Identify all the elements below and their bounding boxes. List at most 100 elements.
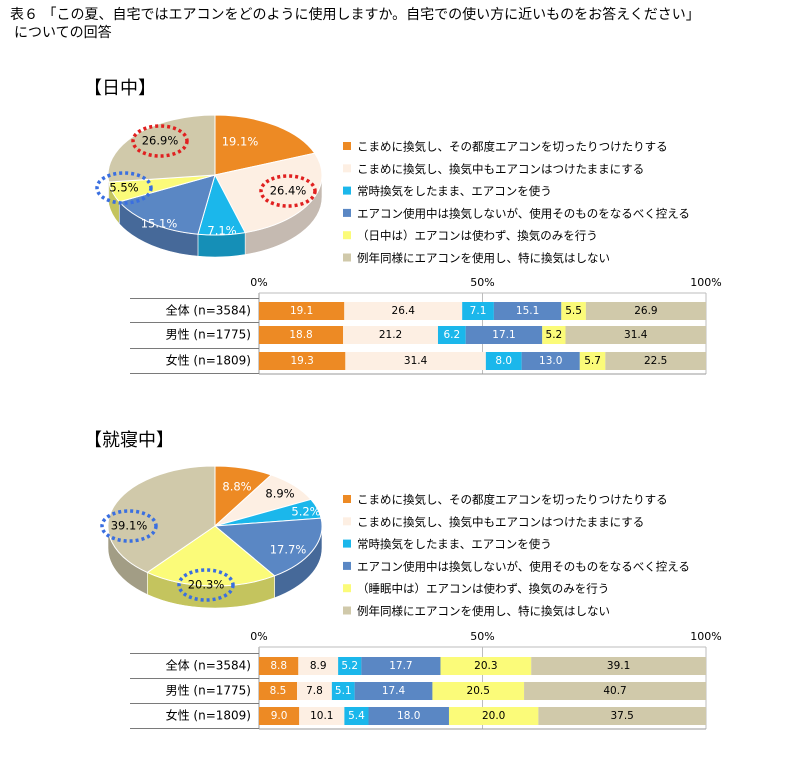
section-heading-daytime: 【日中】: [84, 78, 156, 99]
bar-value-label: 20.0: [482, 710, 505, 722]
legend-item: 例年同様にエアコンを使用し、特に換気はしない: [357, 604, 610, 618]
bar-value-label: 8.0: [495, 355, 512, 367]
pie-slice: [214, 152, 323, 234]
bar-value-label: 5.2: [546, 329, 563, 341]
bar-value-label: 21.2: [379, 329, 402, 341]
bar-segment: [344, 707, 369, 725]
pie-slice-label: 26.9%: [142, 134, 179, 148]
legend-item: エアコン使用中は換気しないが、使用そのものをなるべく控える: [357, 559, 690, 573]
bar-segment: [561, 302, 586, 320]
legend-item: 常時換気をしたまま、エアコンを使う: [357, 537, 552, 551]
bar-value-label: 17.4: [382, 685, 406, 697]
bar-segment: [485, 352, 522, 370]
bar-segment: [259, 352, 346, 370]
bar-segment: [493, 302, 562, 320]
bar-segment: [462, 302, 494, 320]
bar-value-label: 7.8: [306, 685, 323, 697]
legend-item: （睡眠中は）エアコンは使わず、換気のみを行う: [357, 582, 609, 596]
legend-item: こまめに換気し、その都度エアコンを切ったりつけたりする: [357, 140, 668, 154]
pie-slice-label: 8.9%: [265, 487, 294, 501]
bar-segment: [354, 682, 433, 700]
pie-slice-label: 17.7%: [270, 543, 307, 557]
bar-value-label: 22.5: [644, 355, 667, 367]
bar-value-label: 6.2: [443, 329, 460, 341]
legend-swatch: [343, 584, 351, 593]
axis-tick-label: 50%: [470, 276, 494, 289]
legend-item: （日中は）エアコンは使わず、換気のみを行う: [357, 229, 598, 243]
legend-swatch: [343, 495, 351, 503]
pie-slice-label: 5.2%: [291, 505, 320, 519]
bar-segment: [345, 352, 486, 370]
bar-value-label: 17.1: [492, 329, 515, 341]
bar-segment: [437, 326, 466, 344]
bar-segment: [368, 707, 449, 725]
highlight-oval: [177, 568, 235, 602]
bar-value-label: 13.0: [539, 355, 562, 367]
bar-segment: [259, 302, 345, 320]
pie-slice: [146, 525, 276, 587]
bar-value-label: 19.1: [290, 305, 313, 317]
legend-swatch: [343, 186, 351, 195]
row-label: 全体 (n=3584): [166, 658, 251, 673]
legend-item: 例年同様にエアコンを使用し、特に換気はしない: [357, 251, 610, 265]
legend-item: こまめに換気し、換気中もエアコンはつけたままにする: [357, 515, 644, 529]
bar-value-label: 37.5: [610, 710, 633, 722]
bar-value-label: 19.3: [290, 355, 313, 367]
highlight-oval: [259, 174, 317, 208]
bar-segment: [538, 707, 706, 725]
bar-value-label: 5.1: [335, 685, 352, 697]
legend-swatch: [343, 164, 351, 173]
bar-segment: [565, 326, 706, 344]
bar-value-label: 20.5: [467, 685, 490, 697]
legend-swatch: [343, 606, 351, 615]
bar-segment: [361, 657, 441, 675]
bar-value-label: 26.4: [392, 305, 416, 317]
bar-value-label: 39.1: [607, 660, 630, 672]
bar-segment: [343, 326, 438, 344]
page-subtitle: についての回答: [14, 25, 112, 41]
legend-swatch: [343, 517, 351, 526]
bar-value-label: 17.7: [389, 660, 412, 672]
row-label: 男性 (n=1775): [166, 684, 251, 698]
bar-value-label: 18.0: [397, 710, 420, 722]
pie-slice-label: 8.8%: [222, 480, 251, 494]
bar-segment: [259, 657, 299, 675]
bar-segment: [338, 657, 362, 675]
row-label: 男性 (n=1775): [166, 328, 251, 342]
bar-value-label: 40.7: [603, 685, 626, 697]
legend-item: 常時換気をしたまま、エアコンを使う: [357, 184, 552, 198]
bar-segment: [579, 352, 606, 370]
bar-segment: [521, 352, 580, 370]
pie-slice-label: 7.1%: [207, 224, 236, 238]
bar-value-label: 5.4: [348, 710, 365, 722]
bar-value-label: 8.5: [270, 685, 287, 697]
legend-swatch: [343, 561, 351, 570]
bar-segment: [440, 657, 532, 675]
highlight-oval: [100, 509, 158, 543]
bar-segment: [448, 707, 539, 725]
pie-slice-label: 19.1%: [222, 135, 259, 149]
pie-slice: [214, 114, 316, 176]
bar-segment: [524, 682, 706, 700]
bar-value-label: 26.9: [634, 305, 657, 317]
axis-tick-label: 0%: [250, 630, 267, 643]
legend-item: エアコン使用中は換気しないが、使用そのものをなるべく控える: [357, 206, 690, 220]
bar-value-label: 15.1: [516, 305, 539, 317]
bar-value-label: 5.5: [565, 305, 582, 317]
axis-tick-label: 100%: [690, 630, 721, 643]
axis-tick-label: 50%: [470, 630, 494, 643]
bar-value-label: 18.8: [289, 329, 312, 341]
bar-segment: [605, 352, 706, 370]
bar-value-label: 31.4: [624, 329, 648, 341]
row-label: 全体 (n=3584): [166, 303, 251, 318]
bar-segment: [331, 682, 355, 700]
pie-slice: [107, 465, 216, 574]
legend-swatch: [343, 253, 351, 262]
bar-segment: [298, 657, 339, 675]
pie-slice-label: 39.1%: [111, 519, 148, 533]
bar-value-label: 8.8: [270, 660, 287, 672]
legend-item: こまめに換気し、換気中もエアコンはつけたままにする: [357, 162, 644, 176]
section-heading-bedtime: 【就寝中】: [84, 430, 174, 451]
bar-segment: [259, 682, 297, 700]
